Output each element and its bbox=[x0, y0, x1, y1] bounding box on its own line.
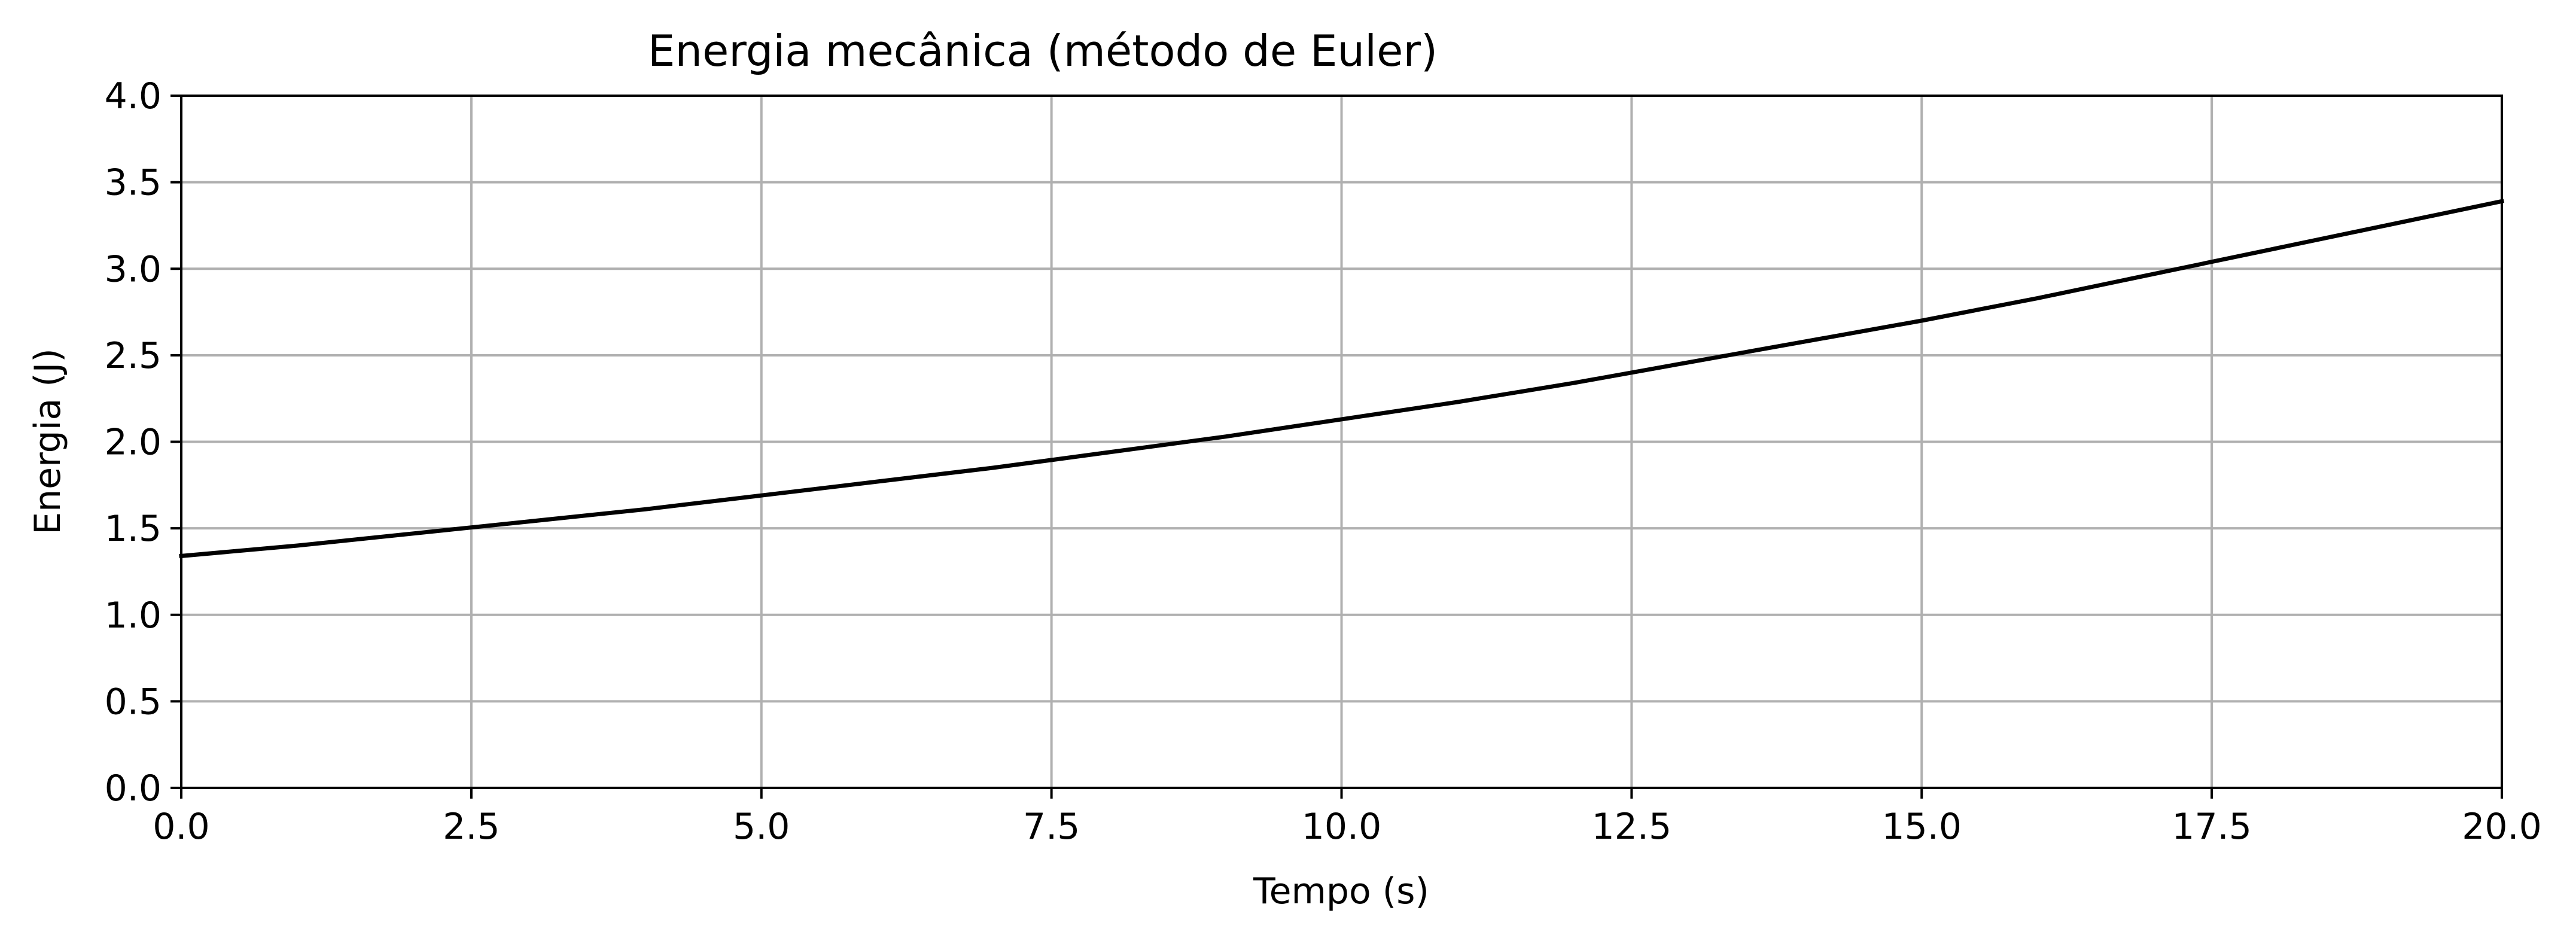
x-tick-label: 10.0 bbox=[1302, 806, 1382, 848]
y-axis-label: Energia (J) bbox=[27, 348, 69, 535]
y-tick-label: 0.5 bbox=[105, 681, 162, 723]
x-tick-label: 12.5 bbox=[1592, 806, 1672, 848]
y-tick-label: 0.0 bbox=[105, 768, 162, 809]
y-tick-label: 3.5 bbox=[105, 162, 162, 204]
x-axis-ticks: 0.0 2.5 5.0 7.5 10.0 12.5 15.0 17.5 20.0 bbox=[153, 788, 2542, 848]
chart-title: Energia mecânica (método de Euler) bbox=[648, 26, 1438, 76]
x-tick-label: 2.5 bbox=[443, 806, 500, 848]
x-tick-label: 5.0 bbox=[733, 806, 790, 848]
x-tick-label: 15.0 bbox=[1881, 806, 1962, 848]
x-tick-label: 20.0 bbox=[2462, 806, 2542, 848]
y-tick-label: 2.5 bbox=[105, 335, 162, 377]
y-tick-label: 4.0 bbox=[105, 75, 162, 117]
series-layer bbox=[179, 199, 2505, 559]
x-tick-label: 0.0 bbox=[153, 806, 209, 848]
y-tick-label: 1.5 bbox=[105, 508, 162, 550]
y-tick-label: 1.0 bbox=[105, 595, 162, 637]
x-tick-label: 17.5 bbox=[2172, 806, 2252, 848]
y-tick-label: 3.0 bbox=[105, 248, 162, 290]
grid-lines bbox=[180, 95, 2503, 789]
y-axis-ticks: 0.0 0.5 1.0 1.5 2.0 2.5 3.0 3.5 4.0 bbox=[105, 75, 181, 809]
y-tick-label: 2.0 bbox=[105, 422, 162, 464]
energy-series-line bbox=[179, 199, 2505, 559]
x-axis-label: Tempo (s) bbox=[1253, 870, 1429, 912]
x-tick-label: 7.5 bbox=[1023, 806, 1080, 848]
